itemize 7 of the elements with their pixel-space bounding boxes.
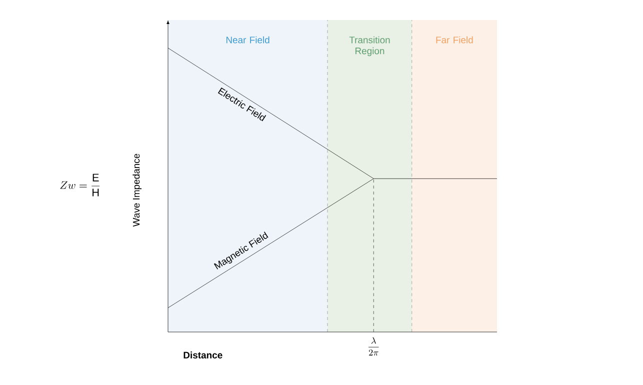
x-axis-title: Distance — [184, 352, 222, 358]
text: $Zw=\frac{\mathrm{E}}{\mathrm{H}}$ — [60, 174, 100, 196]
y-axis-title: Wave Impedance — [132, 154, 142, 227]
text: $\frac{\lambda}{2\pi}$ — [368, 337, 379, 356]
annotation: Transition Region — [349, 36, 390, 56]
text: Far Field — [436, 36, 473, 44]
text: Near Field — [226, 36, 270, 44]
